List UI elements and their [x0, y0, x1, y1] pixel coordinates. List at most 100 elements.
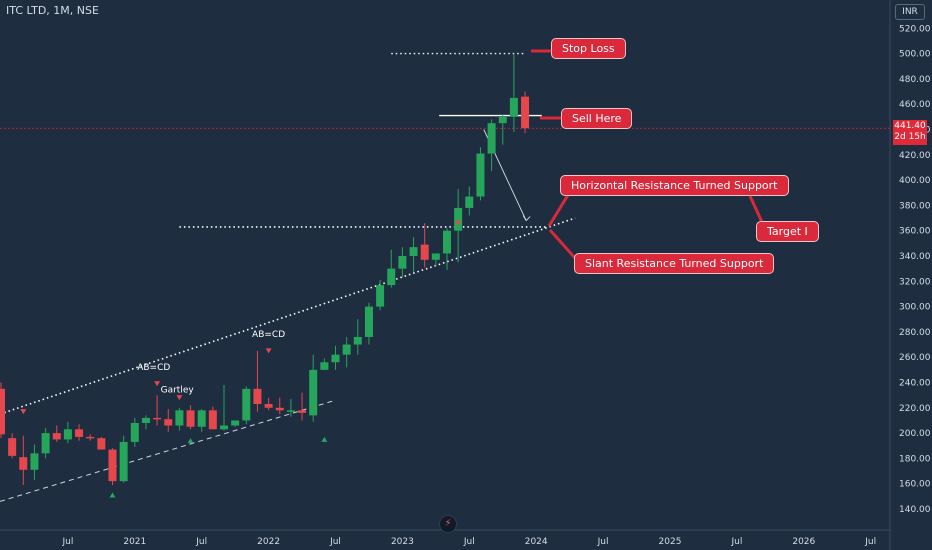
candle-body: [75, 429, 84, 437]
pattern-label: Gartley: [161, 386, 195, 396]
candle-body: [208, 410, 217, 430]
candle-body: [119, 441, 128, 482]
pattern-marker: [455, 220, 462, 226]
candle-body: [353, 336, 362, 345]
candle-body: [220, 425, 228, 430]
y-tick-label: 180.00: [899, 454, 931, 464]
candle-body: [52, 433, 61, 440]
y-tick-label: 220.00: [899, 404, 931, 414]
bar-countdown: 2d 15h: [894, 132, 926, 142]
candle-body: [387, 268, 396, 286]
x-tick-label: 2021: [123, 537, 146, 547]
y-tick-label: 240.00: [899, 379, 931, 389]
pattern-marker: [321, 436, 328, 442]
candle-body: [509, 97, 518, 117]
candle-body: [364, 306, 373, 337]
horizontal-support-callout[interactable]: Horizontal Resistance Turned Support: [560, 175, 789, 196]
sell-here-callout[interactable]: Sell Here: [561, 108, 633, 129]
candle-body: [231, 420, 240, 426]
x-tick-label: 2026: [792, 537, 815, 547]
candle-body: [63, 429, 72, 440]
candle-body: [41, 433, 50, 454]
pattern-marker: [187, 438, 194, 444]
x-tick-label: Jul: [195, 537, 207, 547]
candle-body: [0, 388, 5, 435]
candle-body: [286, 410, 295, 412]
target-pointer: [748, 195, 764, 223]
y-tick-label: 480.00: [899, 75, 931, 85]
y-tick-label: 360.00: [899, 227, 931, 237]
candle-body: [521, 96, 530, 129]
candle-body: [309, 369, 318, 416]
candle-body: [97, 438, 106, 450]
x-tick-label: Jul: [61, 537, 73, 547]
pattern-marker: [109, 492, 116, 498]
candle-body: [409, 247, 418, 256]
y-tick-label: 260.00: [899, 353, 931, 363]
slant-resistance-line: [0, 217, 576, 415]
slant-support-callout[interactable]: Slant Resistance Turned Support: [574, 253, 775, 274]
y-tick-label: 200.00: [899, 429, 931, 439]
candle-body: [342, 344, 351, 355]
candle-body: [420, 244, 429, 260]
candle-body: [130, 422, 139, 442]
x-tick-label: 2025: [659, 537, 682, 547]
candle-body: [197, 410, 206, 427]
pattern-marker: [154, 381, 161, 387]
x-tick-label: 2023: [391, 537, 414, 547]
candle-body: [487, 123, 496, 154]
target-callout[interactable]: Target I: [756, 221, 819, 242]
candle-body: [498, 116, 507, 124]
x-tick-label: Jul: [463, 537, 475, 547]
candle-body: [443, 230, 451, 254]
candle-body: [253, 388, 262, 405]
projection-arrow-head: [522, 215, 531, 222]
y-tick-label: 300.00: [899, 303, 931, 313]
candle-body: [454, 207, 463, 231]
candle-body: [275, 407, 284, 411]
candle-body: [242, 388, 251, 421]
y-tick-label: 460.00: [899, 100, 931, 110]
candle-body: [186, 410, 195, 427]
lower-channel-line: [0, 399, 336, 502]
x-tick-label: Jul: [864, 537, 876, 547]
candle-body: [298, 410, 307, 413]
y-tick-label: 320.00: [899, 277, 931, 287]
y-tick-label: 520.00: [899, 24, 931, 34]
currency-chip[interactable]: INR: [895, 4, 925, 20]
candle-body: [476, 153, 485, 197]
y-tick-label: 400.00: [899, 176, 931, 186]
x-tick-label: 2022: [257, 537, 280, 547]
y-tick-label: 140.00: [899, 505, 931, 515]
x-tick-label: Jul: [730, 537, 742, 547]
slant-support-pointer: [548, 229, 577, 259]
last-price-tag: 441.40 2d 15h: [893, 120, 927, 145]
candle-body: [86, 436, 95, 439]
candle-body: [320, 362, 329, 370]
pattern-marker: [20, 409, 27, 415]
stop-loss-callout[interactable]: Stop Loss: [551, 38, 626, 59]
y-tick-label: 500.00: [899, 50, 931, 60]
candle-body: [264, 404, 273, 408]
candle-body: [153, 417, 162, 420]
candle-body: [8, 438, 17, 456]
candle-body: [398, 256, 407, 269]
horizontal-support-pointer: [547, 194, 570, 227]
candle-body: [465, 196, 474, 208]
pattern-label: AB=CD: [252, 330, 285, 340]
candle-body: [164, 419, 173, 426]
candle-body: [108, 449, 117, 482]
y-tick-label: 280.00: [899, 328, 931, 338]
x-tick-label: Jul: [597, 537, 609, 547]
tradingview-logo-icon[interactable]: ⚡: [439, 515, 457, 533]
candle-body: [30, 453, 39, 470]
candle-body: [376, 285, 385, 307]
candle-body: [141, 417, 150, 423]
y-tick-label: 420.00: [899, 151, 931, 161]
pattern-marker: [176, 395, 183, 401]
pattern-label: AB=CD: [137, 363, 170, 373]
candle-body: [19, 457, 28, 470]
x-tick-label: Jul: [329, 537, 341, 547]
